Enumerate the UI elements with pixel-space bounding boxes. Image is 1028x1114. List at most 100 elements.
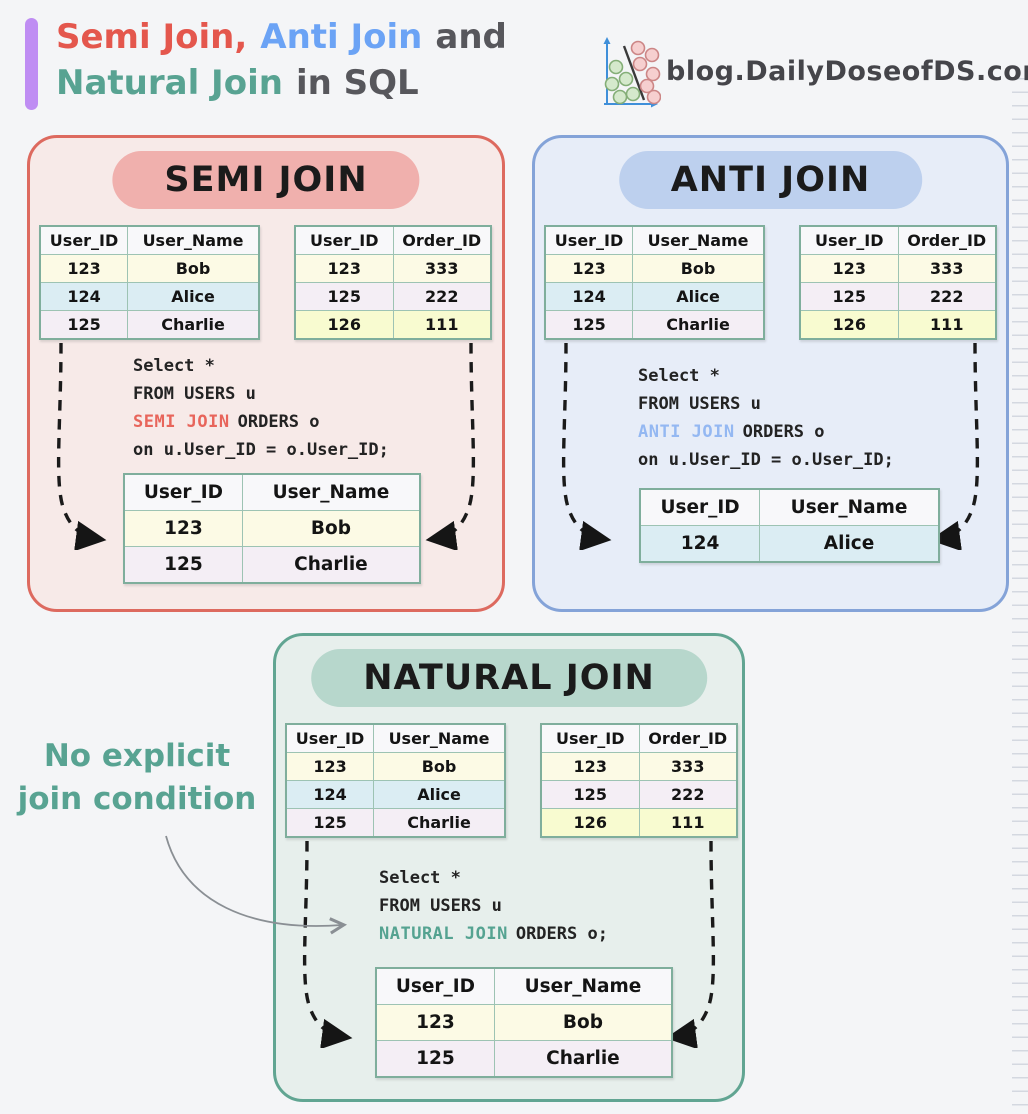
table-row: 125 Charlie bbox=[285, 808, 506, 838]
sql-line: Select * bbox=[379, 868, 461, 888]
table-row: 124 Alice bbox=[639, 525, 940, 563]
table-cell: 124 bbox=[639, 525, 761, 563]
title-segment-insql: in SQL bbox=[295, 63, 419, 103]
table-cell: 222 bbox=[897, 282, 997, 311]
sql-line: Select * bbox=[133, 356, 215, 376]
table-row: 125 Charlie bbox=[123, 546, 421, 584]
table-cell: 222 bbox=[392, 282, 492, 311]
dashed-arrow-right-icon bbox=[929, 342, 980, 550]
table-cell: Bob bbox=[127, 254, 260, 283]
table-cell: Charlie bbox=[373, 808, 506, 838]
title-segment-and: and bbox=[435, 17, 507, 57]
semi-join-panel: SEMI JOIN User_ID User_Name 123 Bob 124 Alice… bbox=[27, 135, 505, 612]
column-header: User_ID bbox=[123, 473, 243, 511]
table-cell: Alice bbox=[127, 282, 260, 311]
dashed-arrow-left-icon bbox=[302, 840, 353, 1048]
title-segment-semi: Semi Join, bbox=[56, 17, 248, 57]
table-header-row: User_ID User_Name bbox=[375, 967, 673, 1005]
sql-line: NATURAL JOIN ORDERS o; bbox=[379, 920, 608, 948]
table-cell: 111 bbox=[392, 310, 492, 340]
table-cell: 125 bbox=[123, 546, 243, 584]
orders-table: User_ID Order_ID 123 333 125 222 126 111 bbox=[294, 225, 492, 340]
table-row: 123 Bob bbox=[375, 1004, 673, 1041]
sql-line: FROM USERS u bbox=[133, 384, 256, 404]
annotation-line2: join condition bbox=[17, 781, 257, 817]
table-row: 125 222 bbox=[294, 282, 492, 311]
table-row: 124 Alice bbox=[39, 282, 260, 311]
table-row: 125 Charlie bbox=[39, 310, 260, 340]
table-cell: 111 bbox=[897, 310, 997, 340]
column-header: User_Name bbox=[373, 723, 506, 753]
table-header-row: User_ID User_Name bbox=[639, 488, 940, 526]
column-header: User_ID bbox=[285, 723, 375, 753]
table-row: 126 111 bbox=[294, 310, 492, 340]
orders-table: User_ID Order_ID 123 333 125 222 126 111 bbox=[540, 723, 738, 838]
anti-join-title-pill: ANTI JOIN bbox=[618, 151, 923, 209]
table-cell: Charlie bbox=[493, 1040, 673, 1078]
table-cell: 333 bbox=[392, 254, 492, 283]
table-cell: Bob bbox=[493, 1004, 673, 1041]
sql-line-rest: ORDERS o; bbox=[515, 924, 608, 944]
dashed-arrow-right-icon bbox=[665, 840, 716, 1048]
title-accent-bar bbox=[25, 18, 38, 110]
table-cell: Charlie bbox=[127, 310, 260, 340]
users-table: User_ID User_Name 123 Bob 124 Alice 125 Charlie bbox=[544, 225, 765, 340]
column-header: Order_ID bbox=[638, 723, 738, 753]
natural-join-panel: NATURAL JOIN User_ID User_Name 123 Bob 124 Al… bbox=[273, 633, 745, 1102]
column-header: Order_ID bbox=[897, 225, 997, 255]
table-header-row: User_ID User_Name bbox=[123, 473, 421, 511]
users-table: User_ID User_Name 123 Bob 124 Alice 125 Charlie bbox=[39, 225, 260, 340]
table-cell: Bob bbox=[373, 752, 506, 781]
table-cell: 333 bbox=[897, 254, 997, 283]
anti-join-keyword: ANTI JOIN bbox=[638, 422, 735, 442]
page-edge-texture bbox=[1012, 66, 1028, 1114]
sql-line: on u.User_ID = o.User_ID; bbox=[133, 440, 389, 460]
table-row: 123 Bob bbox=[39, 254, 260, 283]
sql-line-rest: ORDERS o bbox=[742, 422, 825, 442]
table-header-row: User_ID User_Name bbox=[39, 225, 260, 255]
natural-sql-code: Select * FROM USERS u NATURAL JOIN ORDERS… bbox=[379, 864, 608, 948]
table-header-row: User_ID Order_ID bbox=[799, 225, 997, 255]
column-header: User_Name bbox=[493, 967, 673, 1005]
table-cell: 123 bbox=[540, 752, 640, 781]
column-header: User_ID bbox=[799, 225, 899, 255]
table-header-row: User_ID Order_ID bbox=[540, 723, 738, 753]
table-row: 124 Alice bbox=[544, 282, 765, 311]
table-cell: 125 bbox=[540, 780, 640, 809]
table-cell: 123 bbox=[39, 254, 129, 283]
column-header: User_Name bbox=[127, 225, 260, 255]
column-header: User_Name bbox=[759, 488, 940, 526]
table-row: 125 Charlie bbox=[544, 310, 765, 340]
natural-join-title-pill: NATURAL JOIN bbox=[311, 649, 707, 707]
anti-join-panel: ANTI JOIN User_ID User_Name 123 Bob 124 Alice… bbox=[532, 135, 1009, 612]
table-cell: Charlie bbox=[241, 546, 421, 584]
table-cell: Bob bbox=[241, 510, 421, 547]
table-cell: 125 bbox=[285, 808, 375, 838]
table-cell: 126 bbox=[540, 808, 640, 838]
page-title: Semi Join, Anti Join and Natural Join in SQ… bbox=[56, 14, 520, 106]
column-header: User_Name bbox=[632, 225, 765, 255]
table-cell: 333 bbox=[638, 752, 738, 781]
table-cell: 123 bbox=[375, 1004, 495, 1041]
semi-join-keyword: SEMI JOIN bbox=[133, 412, 230, 432]
sql-line-rest: ORDERS o bbox=[237, 412, 320, 432]
semi-sql-code: Select * FROM USERS u SEMI JOIN ORDERS o … bbox=[133, 352, 389, 464]
table-row: 125 222 bbox=[799, 282, 997, 311]
table-cell: Charlie bbox=[632, 310, 765, 340]
table-row: 123 333 bbox=[799, 254, 997, 283]
scatter-plot-logo-icon bbox=[603, 37, 661, 108]
table-cell: 123 bbox=[544, 254, 634, 283]
column-header: Order_ID bbox=[392, 225, 492, 255]
table-row: 123 Bob bbox=[123, 510, 421, 547]
column-header: User_Name bbox=[241, 473, 421, 511]
natural-result-table: User_ID User_Name 123 Bob 125 Charlie bbox=[375, 967, 673, 1078]
page-title-line1: Semi Join, Anti Join and bbox=[56, 14, 520, 60]
title-segment-anti: Anti Join bbox=[260, 17, 423, 57]
table-row: 123 333 bbox=[294, 254, 492, 283]
table-cell: 123 bbox=[799, 254, 899, 283]
table-row: 126 111 bbox=[799, 310, 997, 340]
table-header-row: User_ID User_Name bbox=[285, 723, 506, 753]
semi-join-title-pill: SEMI JOIN bbox=[112, 151, 420, 209]
column-header: User_ID bbox=[544, 225, 634, 255]
title-segment-natural: Natural Join bbox=[56, 63, 283, 103]
